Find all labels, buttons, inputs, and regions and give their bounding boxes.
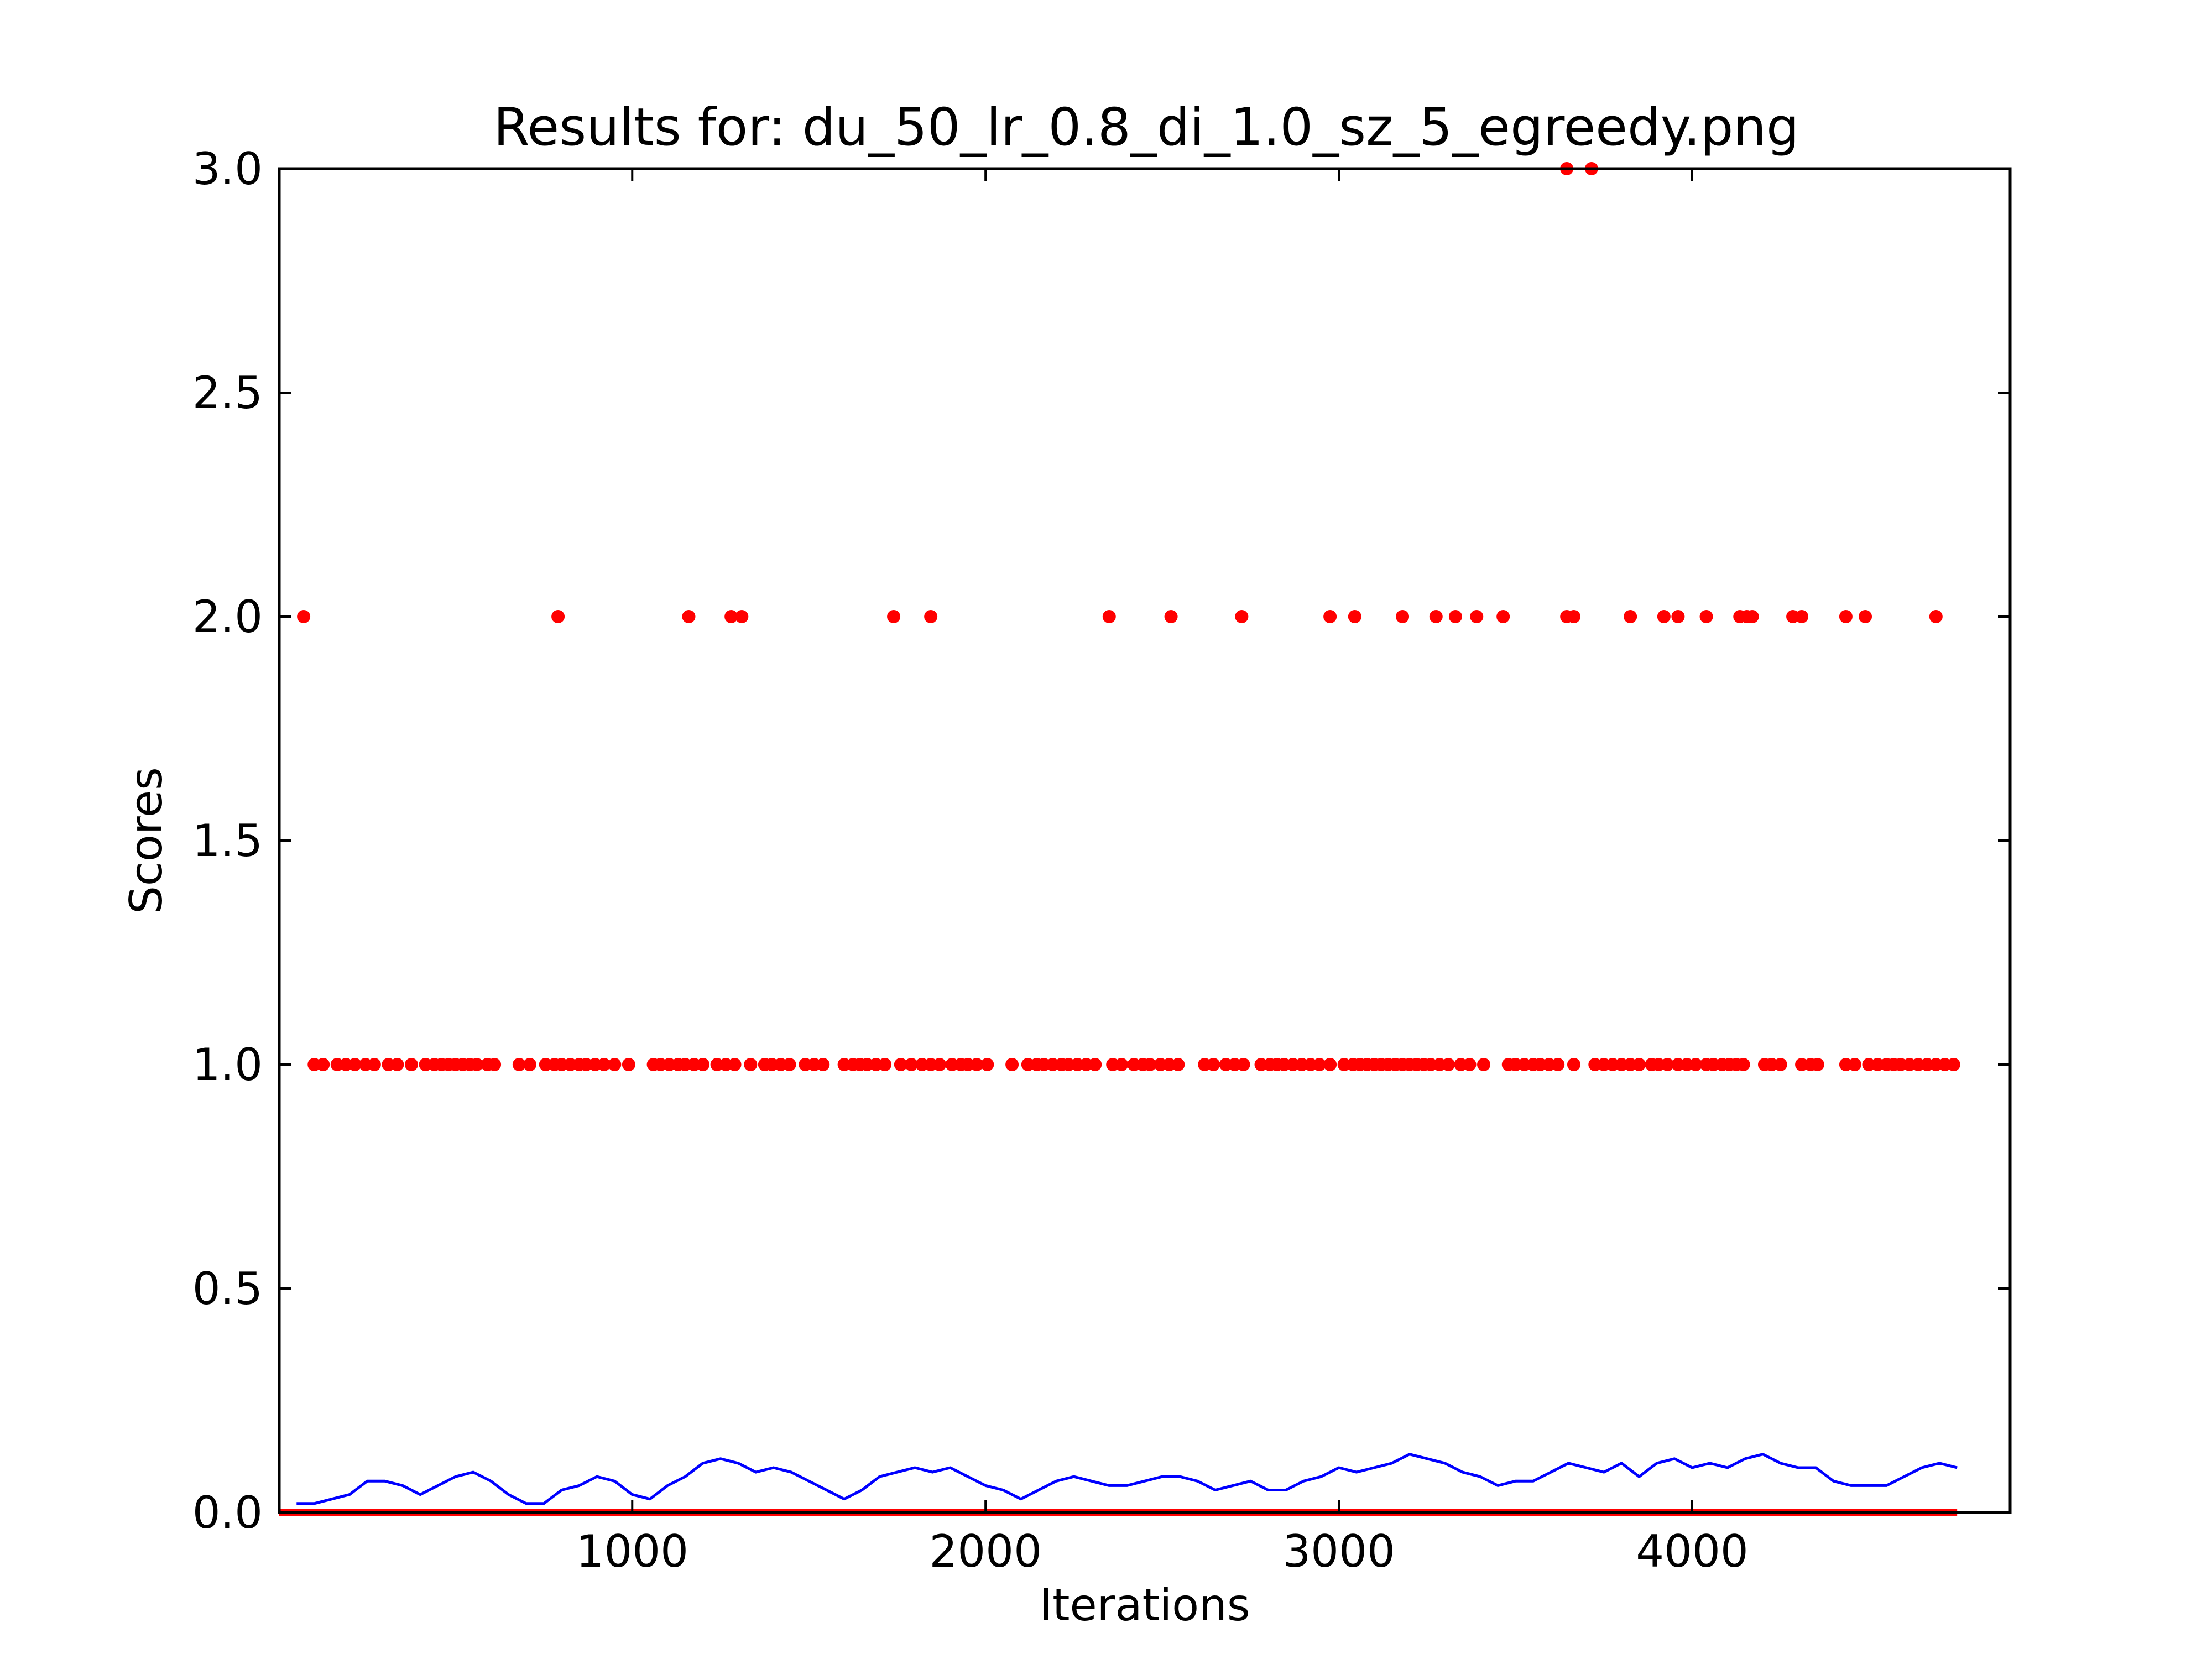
score-point-53 [512, 1058, 526, 1071]
score-point-129 [1312, 1058, 1326, 1071]
score-point-19 [1624, 610, 1637, 623]
x-tick-label-3: 4000 [1636, 1526, 1749, 1577]
score-point-165 [1661, 1058, 1674, 1071]
score-point-130 [1323, 1058, 1337, 1071]
score-point-118 [1207, 1058, 1220, 1071]
score-point-39 [367, 1058, 381, 1071]
score-point-7 [1102, 610, 1116, 623]
y-axis-label: Scores [121, 767, 172, 914]
score-point-99 [1005, 1058, 1019, 1071]
score-point-89 [894, 1058, 907, 1071]
chart-title: Results for: du_50_lr_0.8_di_1.0_sz_5_eg… [493, 97, 1799, 158]
y-tick-label-0: 0.0 [192, 1487, 263, 1538]
x-axis-label: Iterations [1039, 1579, 1250, 1631]
score-point-145 [1442, 1058, 1455, 1071]
x-tick-label-2: 3000 [1282, 1526, 1395, 1577]
score-point-162 [1632, 1058, 1646, 1071]
score-point-10 [1323, 610, 1337, 623]
score-point-88 [878, 1058, 892, 1071]
y-tick-label-5: 2.5 [192, 367, 263, 419]
score-point-75 [744, 1058, 758, 1071]
score-point-20 [1657, 610, 1671, 623]
score-point-174 [1736, 1058, 1750, 1071]
score-point-30 [1929, 610, 1943, 623]
y-tick-label-2: 1.0 [192, 1039, 263, 1091]
score-point-27 [1795, 610, 1809, 623]
score-point-22 [1699, 610, 1713, 623]
score-point-193 [1947, 1058, 1960, 1071]
score-point-82 [816, 1058, 830, 1071]
score-point-93 [933, 1058, 947, 1071]
score-point-113 [1143, 1058, 1157, 1071]
score-point-0 [297, 610, 311, 623]
score-point-71 [696, 1058, 710, 1071]
score-point-168 [1689, 1058, 1703, 1071]
score-point-5 [887, 610, 901, 623]
score-point-108 [1088, 1058, 1102, 1071]
x-tick-label-1: 2000 [929, 1526, 1042, 1577]
score-point-2 [682, 610, 696, 623]
score-point-41 [390, 1058, 404, 1071]
score-point-62 [597, 1058, 611, 1071]
score-point-18 [1567, 610, 1580, 623]
score-point-14 [1448, 610, 1462, 623]
score-point-12 [1396, 610, 1410, 623]
score-point-1 [551, 610, 565, 623]
x-axis: 1000 2000 3000 4000 [576, 169, 1749, 1577]
score-point-4 [735, 610, 749, 623]
score-point-155 [1551, 1058, 1565, 1071]
score-point-37 [348, 1058, 362, 1071]
score-point-98 [980, 1058, 994, 1071]
average-line-group [296, 1453, 1958, 1505]
score-point-42 [404, 1058, 418, 1071]
score-point-121 [1237, 1058, 1250, 1071]
y-tick-label-4: 2.0 [192, 591, 263, 643]
score-point-16 [1496, 610, 1510, 623]
score-point-63 [608, 1058, 622, 1071]
score-point-21 [1671, 610, 1685, 623]
score-point-13 [1429, 610, 1443, 623]
score-point-25 [1745, 610, 1759, 623]
y-tick-label-3: 1.5 [192, 815, 263, 867]
score-point-15 [1470, 610, 1484, 623]
score-point-64 [622, 1058, 635, 1071]
score-point-6 [924, 610, 938, 623]
score-point-79 [782, 1058, 796, 1071]
score-point-116 [1171, 1058, 1185, 1071]
y-tick-label-1: 0.5 [192, 1263, 263, 1314]
score-point-156 [1567, 1058, 1580, 1071]
score-point-11 [1348, 610, 1361, 623]
score-point-110 [1115, 1058, 1129, 1071]
score-point-74 [728, 1058, 742, 1071]
score-point-50 [470, 1058, 484, 1071]
score-point-177 [1773, 1058, 1787, 1071]
score-point-3 [724, 610, 738, 623]
score-point-34 [316, 1058, 330, 1071]
x-tick-label-0: 1000 [576, 1526, 688, 1577]
score-point-52 [488, 1058, 502, 1071]
score-point-28 [1839, 610, 1853, 623]
average-score-line [296, 1453, 1958, 1505]
score-point-8 [1164, 610, 1178, 623]
score-point-54 [523, 1058, 536, 1071]
score-point-147 [1463, 1058, 1477, 1071]
score-point-90 [905, 1058, 919, 1071]
score-point-180 [1811, 1058, 1824, 1071]
y-tick-label-6: 3.0 [192, 143, 263, 195]
score-point-29 [1859, 610, 1872, 623]
score-point-148 [1477, 1058, 1491, 1071]
score-point-97 [970, 1058, 984, 1071]
y-axis: 0.0 0.5 1.0 1.5 2.0 2.5 3.0 [192, 143, 2010, 1538]
score-point-182 [1848, 1058, 1861, 1071]
score-point-9 [1235, 610, 1249, 623]
